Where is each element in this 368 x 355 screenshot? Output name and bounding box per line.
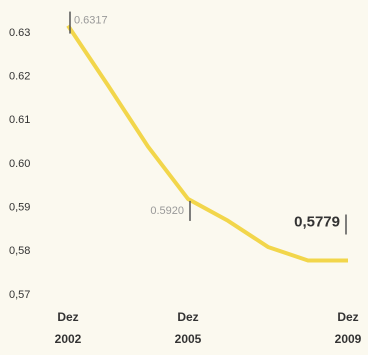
y-tick-label: 0.60 bbox=[9, 158, 30, 170]
data-label: 0.5920 bbox=[150, 205, 184, 217]
y-tick-label: 0.61 bbox=[9, 114, 30, 126]
x-tick-label: Dez 2002 bbox=[54, 310, 82, 346]
y-tick-label: 0,59 bbox=[9, 202, 30, 214]
line bbox=[66, 24, 348, 263]
data-label: 0.6317 bbox=[74, 14, 108, 26]
y-tick-label: 0.63 bbox=[9, 27, 30, 39]
y-tick-label: 0,58 bbox=[9, 245, 30, 257]
x-tick-label: Dez 2009 bbox=[334, 310, 362, 346]
data-label: 0,5779 bbox=[294, 213, 340, 230]
x-tick-label: Dez 2005 bbox=[174, 310, 202, 346]
y-tick-label: 0,57 bbox=[9, 289, 30, 301]
y-tick-label: 0.62 bbox=[9, 71, 30, 83]
